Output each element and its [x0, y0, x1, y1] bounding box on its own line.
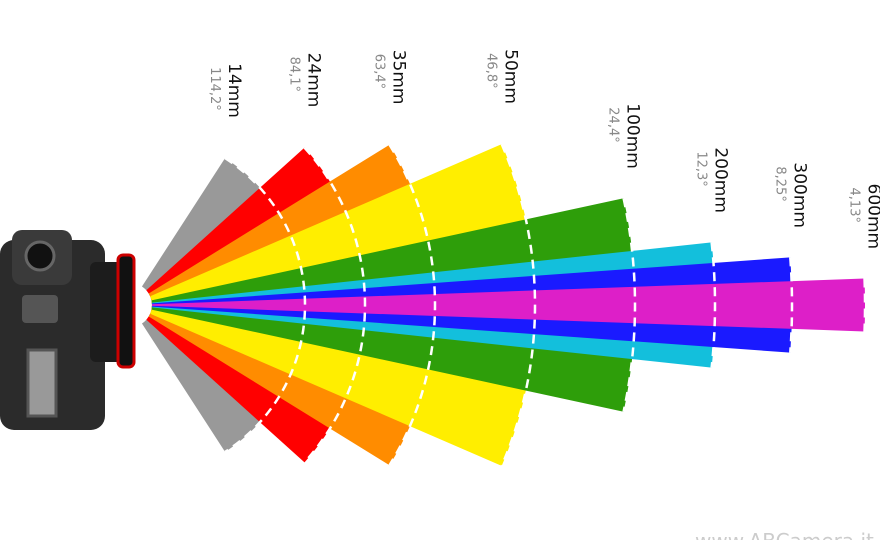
wedge	[151, 278, 865, 332]
focal-label: 200mm	[711, 147, 731, 213]
dashed-arc	[500, 143, 537, 467]
angle-label: 12,3°	[694, 151, 709, 186]
angle-label: 4,13°	[847, 188, 862, 223]
dashed-arc	[622, 198, 637, 412]
screen	[26, 348, 58, 418]
focal-label: 300mm	[789, 162, 809, 228]
dashed-arc	[303, 146, 367, 464]
angle-label: 24,4°	[606, 107, 621, 142]
dashed-arc	[388, 144, 437, 466]
camera-body	[0, 240, 105, 430]
watermark: www.ABCamera.it	[695, 529, 874, 540]
dashed-arc	[224, 157, 307, 453]
focal-label: 35mm	[388, 50, 408, 105]
angle-label: 114,2°	[207, 67, 222, 111]
dashed-arc	[710, 242, 717, 368]
angle-label: 8,25°	[772, 166, 787, 201]
dashed-arcs	[224, 143, 867, 467]
camera	[0, 230, 136, 430]
focal-label: 50mm	[501, 49, 521, 104]
lens-ring	[116, 253, 136, 369]
wedges	[141, 144, 865, 466]
grip-label	[22, 295, 58, 323]
angle-label: 46,8°	[484, 53, 499, 88]
dashed-arc	[789, 257, 794, 353]
focal-label: 100mm	[623, 103, 643, 169]
focal-label: 24mm	[304, 53, 324, 108]
focal-label: 600mm	[864, 184, 880, 250]
focal-label: 14mm	[224, 63, 244, 118]
angle-label: 63,4°	[371, 54, 386, 89]
dial	[24, 240, 56, 272]
angle-label: 84,1°	[287, 57, 302, 92]
